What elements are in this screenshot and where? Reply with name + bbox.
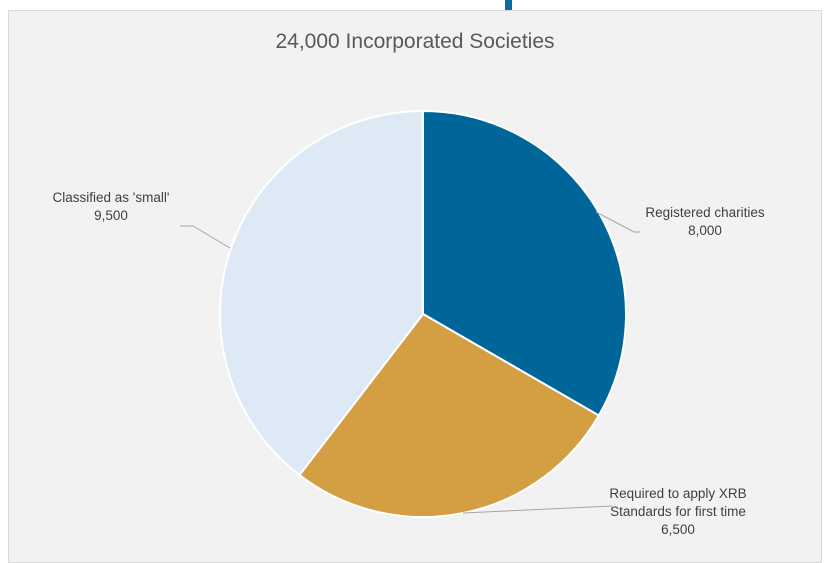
data-label-line: Registered charities [645, 205, 765, 220]
data-label-line: 8,000 [688, 223, 722, 238]
header-accent-bar [505, 0, 512, 10]
data-label-3: Classified as 'small' 9,500 [53, 190, 170, 223]
pie-slice-3 [219, 109, 424, 477]
pie-slice-1 [422, 109, 627, 417]
data-label-line: Classified as 'small' [53, 190, 170, 205]
data-label-2: Required to apply XRB Standards for first… [609, 486, 746, 537]
leader-line-3 [180, 225, 231, 249]
data-label-1: Registered charities 8,000 [645, 205, 765, 238]
leader-line-2 [462, 505, 613, 514]
pie-slice-2 [298, 312, 601, 518]
chart-title: 24,000 Incorporated Societies [275, 30, 555, 53]
data-label-line: Required to apply XRB [609, 486, 746, 501]
leader-line-1 [595, 211, 640, 233]
data-label-line: 9,500 [94, 208, 128, 223]
data-label-line: Standards for first time [610, 504, 746, 519]
data-label-line: 6,500 [661, 522, 695, 537]
